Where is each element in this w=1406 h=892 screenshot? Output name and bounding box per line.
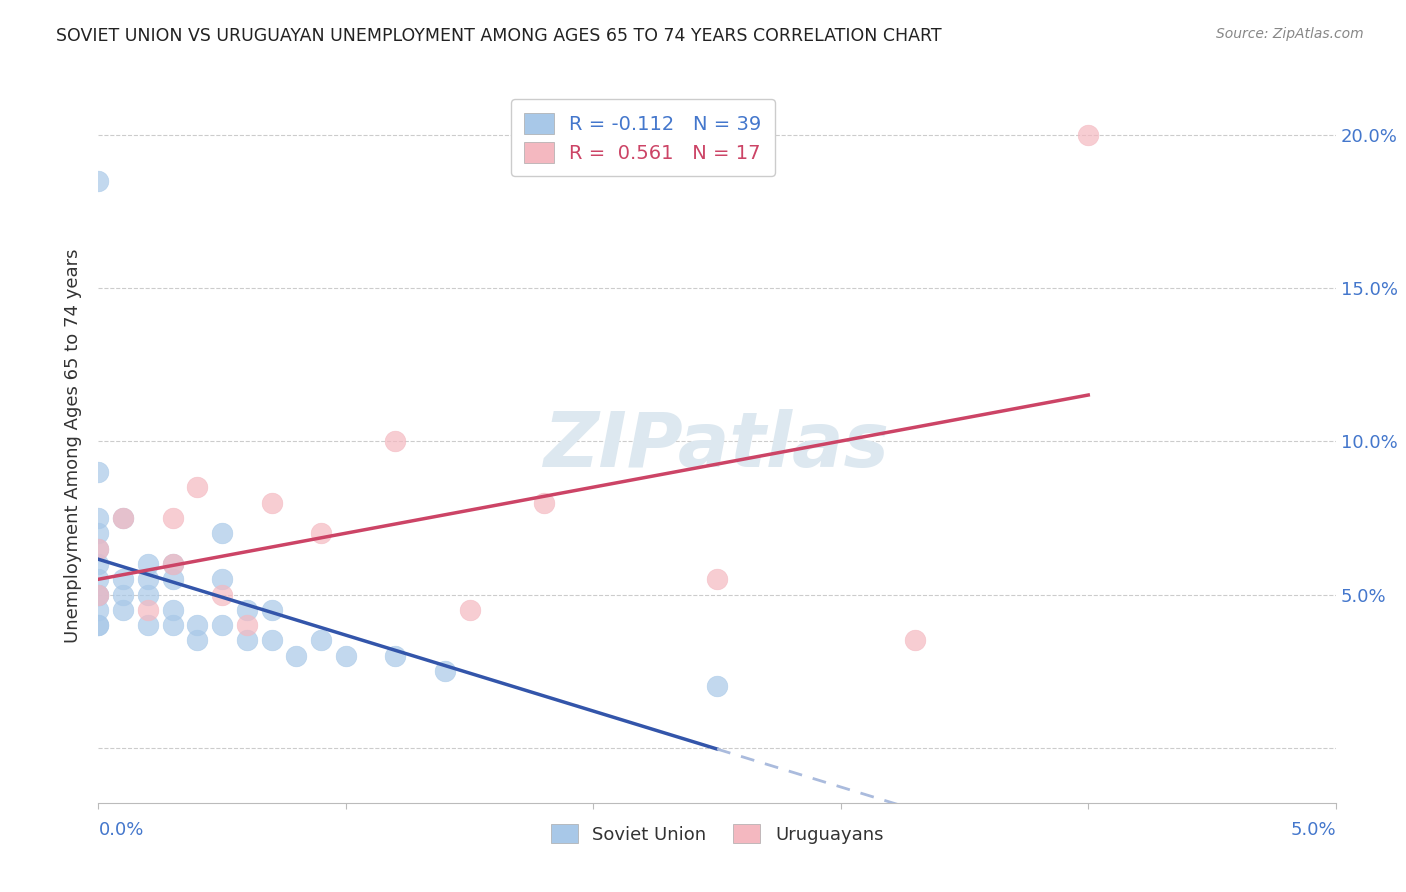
Point bbox=[211, 588, 233, 602]
Point bbox=[87, 465, 110, 479]
Point bbox=[384, 434, 406, 449]
Point bbox=[87, 588, 110, 602]
Text: 0.0%: 0.0% bbox=[98, 822, 143, 839]
Point bbox=[87, 511, 110, 525]
Point bbox=[309, 633, 332, 648]
Text: SOVIET UNION VS URUGUAYAN UNEMPLOYMENT AMONG AGES 65 TO 74 YEARS CORRELATION CHA: SOVIET UNION VS URUGUAYAN UNEMPLOYMENT A… bbox=[56, 27, 942, 45]
Point bbox=[162, 572, 184, 586]
Legend: Soviet Union, Uruguayans: Soviet Union, Uruguayans bbox=[536, 809, 898, 858]
Point bbox=[211, 572, 233, 586]
Point bbox=[162, 557, 184, 571]
Point bbox=[136, 557, 159, 571]
Point bbox=[87, 174, 110, 188]
Point bbox=[162, 511, 184, 525]
Point bbox=[162, 603, 184, 617]
Point bbox=[458, 603, 481, 617]
Point bbox=[384, 648, 406, 663]
Point bbox=[309, 526, 332, 541]
Point bbox=[236, 618, 259, 632]
Point bbox=[87, 541, 110, 556]
Point bbox=[260, 633, 283, 648]
Point bbox=[87, 526, 110, 541]
Point bbox=[186, 633, 208, 648]
Point bbox=[136, 588, 159, 602]
Point bbox=[533, 496, 555, 510]
Point bbox=[136, 618, 159, 632]
Point bbox=[706, 680, 728, 694]
Point bbox=[87, 541, 110, 556]
Point bbox=[706, 572, 728, 586]
Point bbox=[112, 511, 135, 525]
Point bbox=[136, 603, 159, 617]
Point bbox=[211, 526, 233, 541]
Point bbox=[87, 572, 110, 586]
Point bbox=[1077, 128, 1099, 143]
Point bbox=[335, 648, 357, 663]
Point bbox=[112, 603, 135, 617]
Point bbox=[904, 633, 927, 648]
Point bbox=[186, 618, 208, 632]
Point bbox=[433, 664, 456, 678]
Point bbox=[112, 572, 135, 586]
Point bbox=[87, 588, 110, 602]
Point bbox=[260, 603, 283, 617]
Point bbox=[112, 588, 135, 602]
Text: Source: ZipAtlas.com: Source: ZipAtlas.com bbox=[1216, 27, 1364, 41]
Point bbox=[285, 648, 308, 663]
Point bbox=[236, 603, 259, 617]
Point bbox=[87, 618, 110, 632]
Point bbox=[186, 480, 208, 494]
Point bbox=[87, 588, 110, 602]
Point bbox=[236, 633, 259, 648]
Point bbox=[87, 603, 110, 617]
Point bbox=[211, 618, 233, 632]
Text: ZIPatlas: ZIPatlas bbox=[544, 409, 890, 483]
Point bbox=[112, 511, 135, 525]
Point bbox=[162, 557, 184, 571]
Y-axis label: Unemployment Among Ages 65 to 74 years: Unemployment Among Ages 65 to 74 years bbox=[65, 249, 83, 643]
Point bbox=[87, 618, 110, 632]
Point bbox=[87, 557, 110, 571]
Point bbox=[162, 618, 184, 632]
Text: 5.0%: 5.0% bbox=[1291, 822, 1336, 839]
Point bbox=[136, 572, 159, 586]
Point bbox=[260, 496, 283, 510]
